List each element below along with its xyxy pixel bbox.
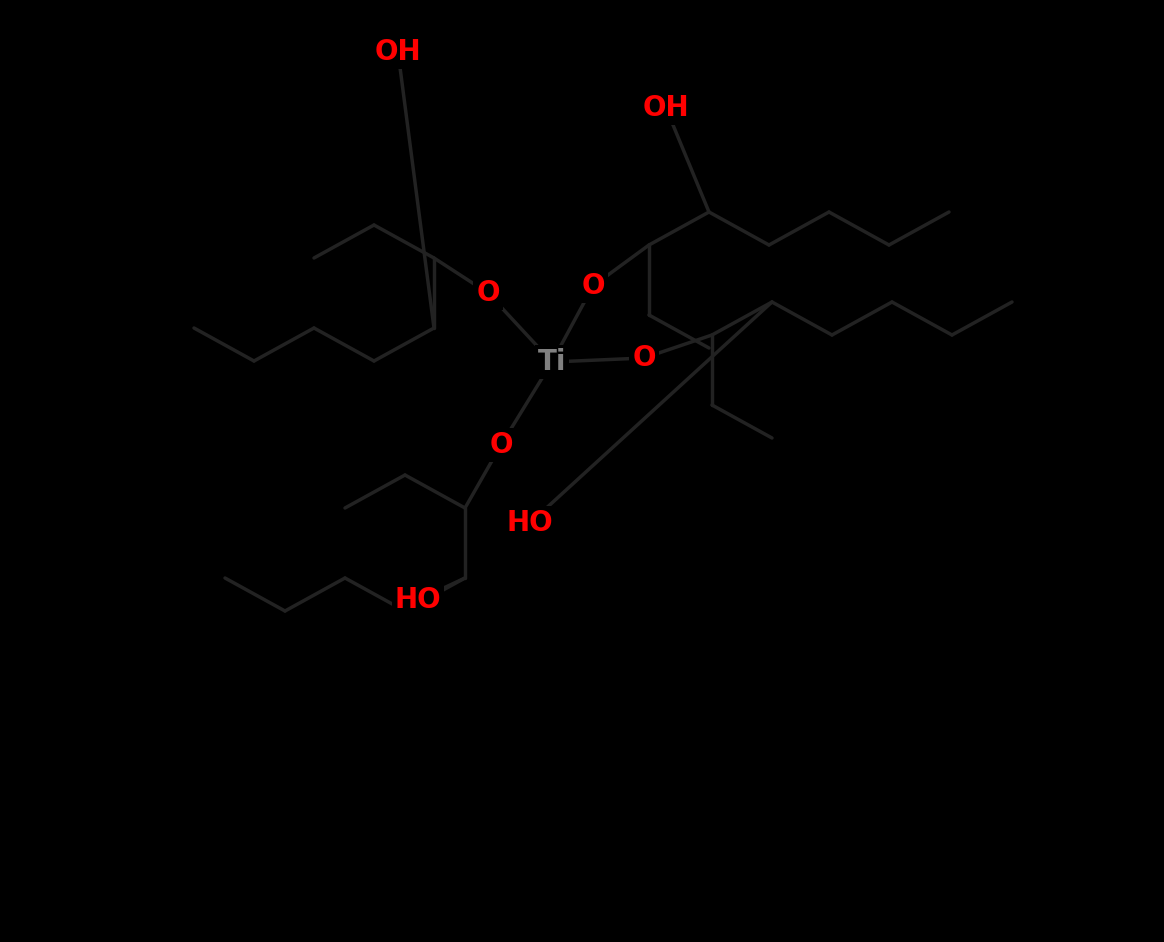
Text: O: O: [476, 279, 499, 307]
Text: O: O: [632, 344, 655, 372]
Text: OH: OH: [643, 94, 689, 122]
Text: O: O: [489, 431, 513, 459]
Text: O: O: [581, 272, 605, 300]
Text: Ti: Ti: [538, 348, 566, 376]
Text: HO: HO: [395, 586, 441, 614]
Text: OH: OH: [375, 38, 421, 66]
Text: HO: HO: [506, 509, 553, 537]
